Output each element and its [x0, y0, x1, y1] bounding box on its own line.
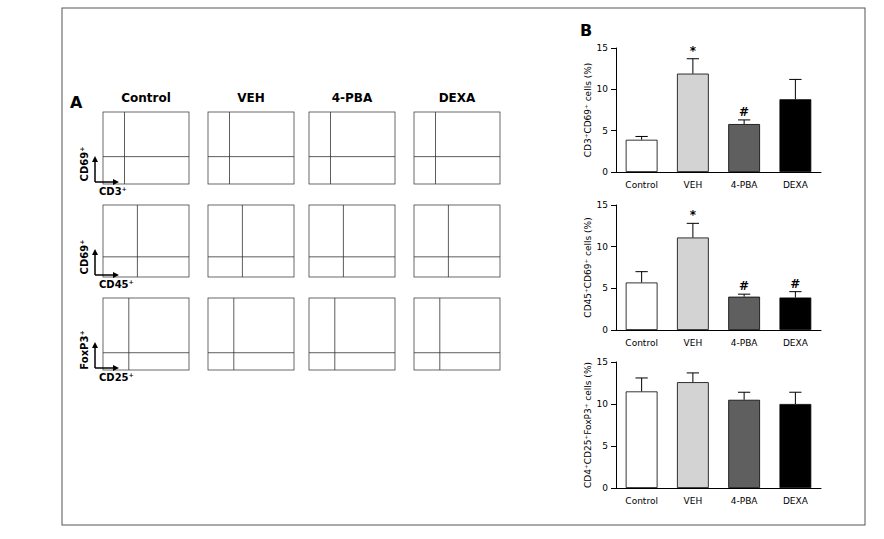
svg-text:FoxP3⁺: FoxP3⁺	[79, 330, 90, 369]
svg-text:CD3⁺CD69⁺ cells (%): CD3⁺CD69⁺ cells (%)	[583, 63, 593, 158]
svg-text:VEH: VEH	[237, 91, 265, 105]
svg-text:CD69⁺: CD69⁺	[79, 147, 90, 182]
svg-text:CD4⁺CD25⁺FoxP3⁺ cells (%): CD4⁺CD25⁺FoxP3⁺ cells (%)	[583, 362, 593, 488]
svg-text:A: A	[70, 93, 83, 112]
svg-text:CD25⁺: CD25⁺	[99, 372, 134, 383]
svg-text:#: #	[790, 277, 800, 291]
svg-text:Control: Control	[625, 338, 658, 348]
svg-text:VEH: VEH	[684, 338, 703, 348]
svg-text:*: *	[690, 208, 697, 222]
svg-text:DEXA: DEXA	[439, 91, 476, 105]
svg-text:4-PBA: 4-PBA	[332, 91, 373, 105]
svg-text:DEXA: DEXA	[783, 180, 809, 190]
svg-text:VEH: VEH	[684, 496, 703, 506]
svg-text:CD45⁺: CD45⁺	[99, 279, 134, 290]
svg-text:#: #	[739, 105, 749, 119]
svg-text:15: 15	[597, 43, 608, 53]
svg-text:VEH: VEH	[684, 180, 703, 190]
svg-text:5: 5	[602, 283, 608, 293]
svg-text:15: 15	[597, 357, 608, 367]
svg-text:Control: Control	[625, 180, 658, 190]
svg-text:Control: Control	[625, 496, 658, 506]
svg-text:5: 5	[602, 441, 608, 451]
svg-text:4-PBA: 4-PBA	[731, 338, 759, 348]
svg-text:*: *	[690, 44, 697, 58]
svg-text:CD3⁺: CD3⁺	[99, 186, 127, 197]
svg-text:DEXA: DEXA	[783, 338, 809, 348]
svg-text:4-PBA: 4-PBA	[731, 180, 759, 190]
svg-text:10: 10	[597, 399, 609, 409]
svg-text:0: 0	[602, 167, 608, 177]
svg-text:10: 10	[597, 84, 609, 94]
svg-text:DEXA: DEXA	[783, 496, 809, 506]
svg-text:10: 10	[597, 242, 609, 252]
svg-text:B: B	[580, 21, 592, 40]
svg-text:CD45⁺CD69⁺ cells (%): CD45⁺CD69⁺ cells (%)	[583, 217, 593, 317]
svg-text:#: #	[739, 279, 749, 293]
svg-text:0: 0	[602, 483, 608, 493]
svg-text:5: 5	[602, 126, 608, 136]
svg-text:0: 0	[602, 325, 608, 335]
svg-text:Control: Control	[121, 91, 171, 105]
svg-text:4-PBA: 4-PBA	[731, 496, 759, 506]
svg-text:15: 15	[597, 200, 608, 210]
svg-text:CD69⁺: CD69⁺	[79, 240, 90, 275]
